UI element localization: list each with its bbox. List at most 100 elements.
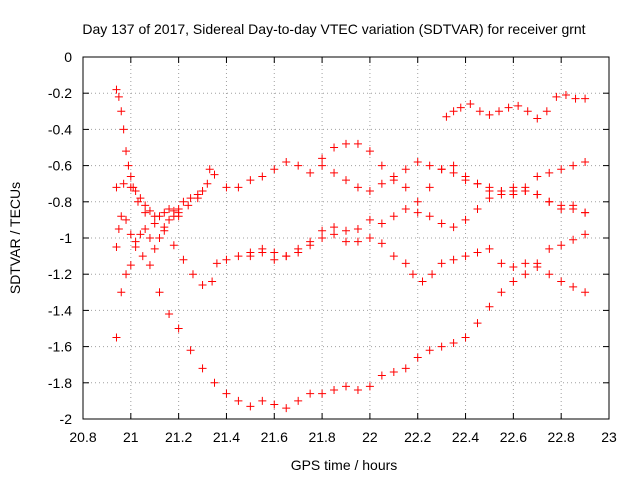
data-point [449, 338, 458, 347]
y-tick-label: -0.8 [48, 194, 72, 210]
data-point [473, 248, 482, 257]
y-tick-label: -2 [60, 411, 73, 427]
data-point [306, 237, 315, 246]
data-point [449, 161, 458, 170]
data-point [131, 186, 140, 195]
data-point [521, 259, 530, 268]
data-point [122, 147, 131, 156]
data-point [466, 100, 475, 109]
data-point [342, 176, 350, 185]
data-point [497, 288, 506, 297]
data-point [485, 186, 494, 195]
data-point [198, 364, 207, 373]
data-point [318, 154, 327, 163]
data-point [521, 186, 530, 195]
data-point [557, 241, 566, 250]
data-point [413, 157, 422, 166]
data-point [418, 277, 427, 286]
data-point [126, 230, 135, 239]
x-tick-label: 21 [123, 429, 139, 445]
data-point [473, 319, 482, 328]
data-point [210, 378, 219, 387]
data-point [442, 112, 451, 121]
x-tick-label: 22.6 [500, 429, 527, 445]
data-point [145, 234, 154, 242]
data-point [234, 396, 243, 405]
data-point [112, 85, 121, 94]
data-point [330, 386, 339, 395]
data-point [136, 194, 145, 203]
data-point [401, 205, 410, 214]
data-point [353, 183, 362, 192]
data-point [377, 179, 386, 188]
data-point [353, 237, 362, 246]
data-point [342, 382, 350, 391]
data-point [377, 371, 386, 380]
data-point [282, 404, 291, 413]
data-point [456, 103, 465, 112]
x-axis-label: GPS time / hours [291, 457, 398, 473]
series-track-h [112, 165, 214, 253]
x-tick-label: 22 [362, 429, 378, 445]
data-point [557, 201, 566, 210]
data-point [461, 252, 470, 261]
data-point [389, 176, 398, 185]
data-point [461, 333, 470, 342]
data-point [246, 252, 255, 261]
data-point [270, 255, 279, 264]
data-point [413, 197, 422, 206]
x-tick-label: 21.6 [261, 429, 288, 445]
data-point [203, 179, 212, 188]
data-point [246, 402, 255, 411]
data-point [210, 170, 219, 179]
data-point [282, 252, 291, 261]
data-point [330, 223, 339, 232]
data-point [186, 194, 195, 203]
data-point [365, 147, 374, 156]
data-point [377, 239, 386, 248]
data-point [473, 179, 482, 188]
data-point [141, 201, 150, 210]
data-point [114, 92, 123, 101]
x-tick-label: 22.2 [404, 429, 431, 445]
data-point [353, 386, 362, 395]
data-point [449, 255, 458, 264]
data-point [282, 157, 291, 166]
data-point [330, 143, 339, 152]
data-point [571, 94, 580, 103]
data-point [222, 389, 231, 398]
data-point [150, 244, 159, 253]
data-point [165, 215, 174, 224]
data-point [169, 212, 178, 221]
y-tick-label: 0 [64, 49, 72, 65]
axis-ticks: 20.8 21 21.2 21.4 21.6 21.8 22 22.2 22.4 22.6 22.8… [48, 49, 617, 445]
data-point [437, 165, 446, 174]
data-point [504, 103, 513, 112]
data-point [174, 205, 183, 214]
data-point [545, 270, 554, 279]
data-point [126, 172, 135, 181]
data-point [179, 197, 188, 206]
data-point [449, 168, 458, 177]
data-point [353, 224, 362, 233]
data-point [138, 252, 147, 261]
data-point [437, 219, 446, 228]
data-point [222, 183, 231, 192]
data-point [485, 244, 494, 253]
data-point [428, 270, 437, 279]
series-track-b [112, 179, 590, 297]
data-point [533, 190, 542, 199]
data-point [485, 110, 494, 119]
y-tick-label: -1.8 [48, 375, 72, 391]
data-point [523, 107, 532, 116]
data-point [145, 206, 154, 215]
data-point [208, 277, 217, 286]
data-point [437, 259, 446, 268]
data-point [353, 139, 362, 148]
x-tick-label: 22.4 [452, 429, 479, 445]
data-point [569, 282, 578, 291]
data-point [497, 259, 506, 268]
data-point [449, 223, 458, 232]
data-point [318, 234, 327, 242]
data-point [425, 161, 434, 170]
